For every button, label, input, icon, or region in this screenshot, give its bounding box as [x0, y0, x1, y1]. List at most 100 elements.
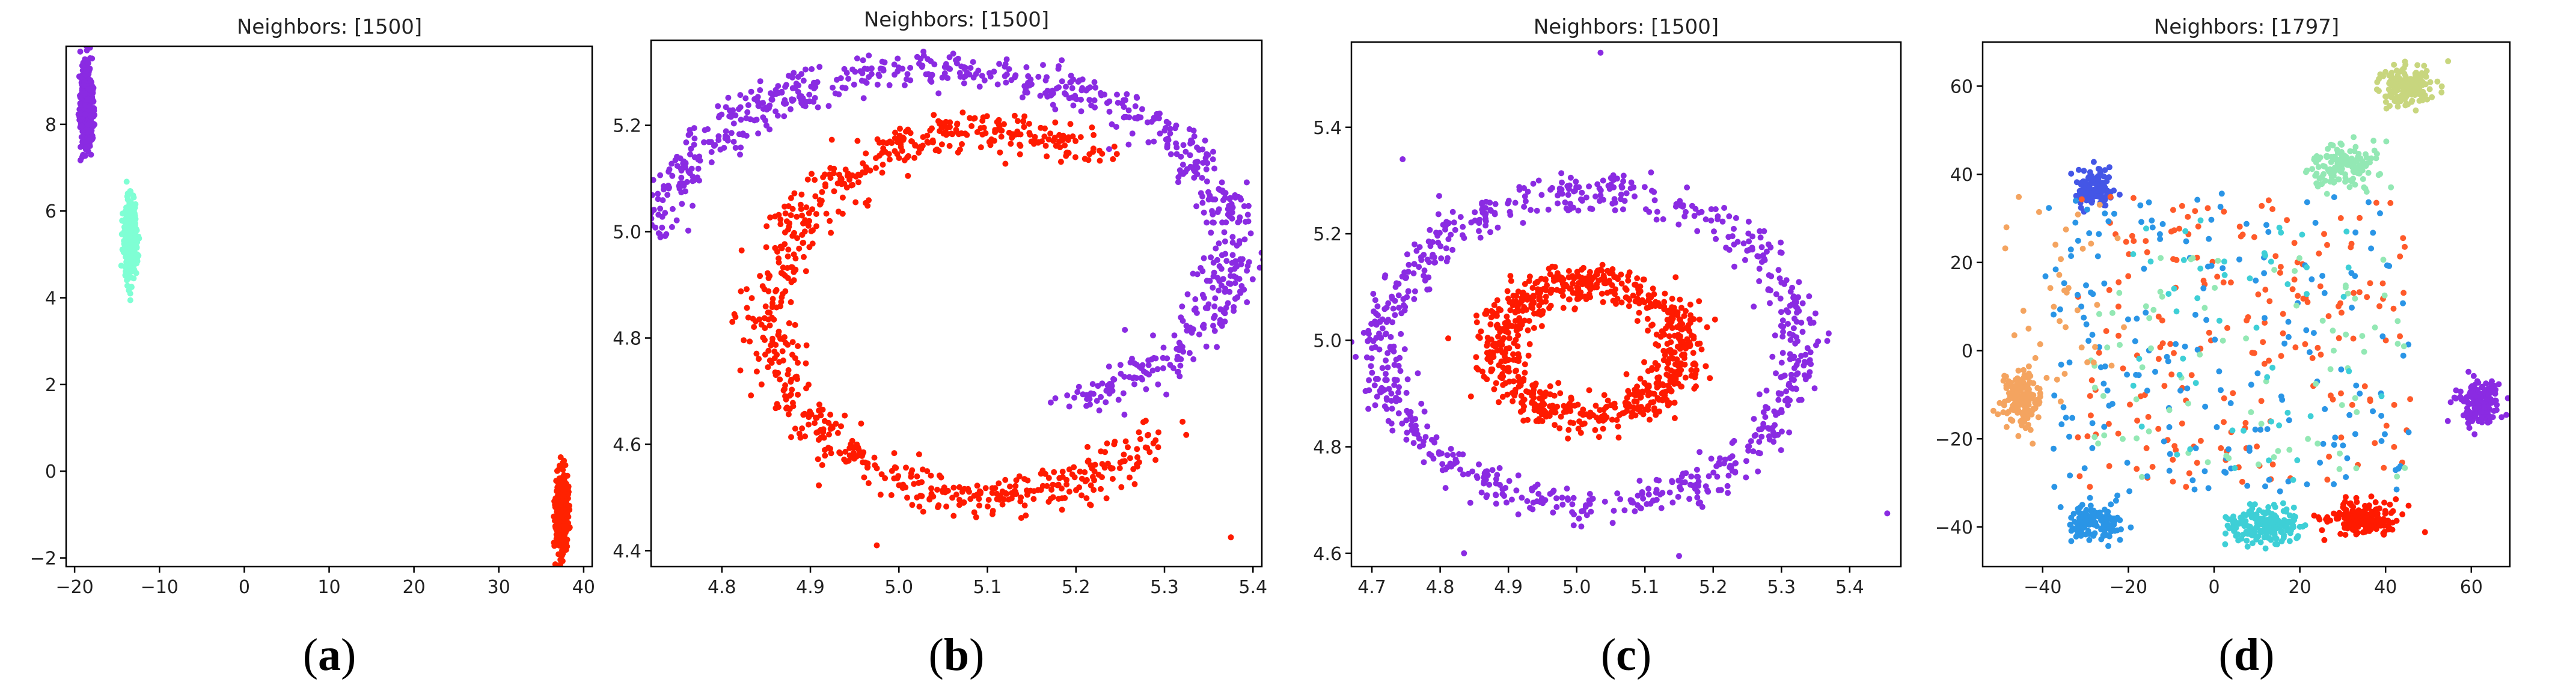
- data-point: [1050, 494, 1056, 501]
- data-point: [1430, 239, 1436, 245]
- data-point: [860, 95, 867, 102]
- data-point: [1535, 418, 1542, 425]
- data-point: [1614, 417, 1620, 423]
- data-point: [1674, 356, 1680, 363]
- data-point: [1796, 279, 1802, 285]
- data-point: [1531, 324, 1537, 331]
- data-point: [1642, 206, 1649, 213]
- data-point: [1245, 202, 1252, 209]
- data-point: [124, 193, 130, 199]
- data-point: [1778, 447, 1784, 454]
- data-point: [959, 141, 965, 147]
- data-point: [800, 240, 807, 246]
- data-point: [1790, 294, 1797, 301]
- data-point: [1088, 482, 1094, 489]
- data-point: [904, 71, 911, 78]
- data-point: [1740, 240, 1747, 247]
- data-point: [1006, 66, 1012, 72]
- data-point: [965, 486, 971, 492]
- data-point: [740, 132, 747, 138]
- data-point: [903, 128, 909, 135]
- data-point: [1214, 344, 1220, 350]
- data-point: [782, 229, 788, 236]
- data-point: [2476, 398, 2482, 404]
- data-point: [1405, 269, 1412, 275]
- data-point: [1372, 376, 1379, 382]
- data-point: [1065, 134, 1072, 141]
- data-point: [765, 364, 771, 371]
- data-point: [1374, 394, 1380, 400]
- data-point: [1559, 501, 1566, 508]
- data-point: [1566, 274, 1572, 281]
- data-point: [1392, 312, 1398, 318]
- data-point: [1680, 470, 1686, 477]
- data-point: [1601, 412, 1608, 418]
- data-point: [1081, 156, 1088, 162]
- data-point: [798, 96, 804, 103]
- data-point: [766, 102, 773, 109]
- data-point: [1416, 264, 1422, 270]
- data-point: [808, 411, 815, 418]
- data-point: [750, 315, 756, 322]
- data-point: [779, 291, 786, 297]
- data-point: [1708, 455, 1715, 462]
- data-point: [1729, 453, 1736, 460]
- data-point: [2394, 103, 2401, 110]
- data-point: [1623, 371, 1630, 377]
- data-point: [1038, 124, 1044, 131]
- data-point: [1492, 344, 1499, 350]
- data-point: [1012, 482, 1019, 489]
- data-point: [126, 199, 133, 205]
- data-point: [1653, 496, 1660, 503]
- data-point: [1640, 495, 1647, 502]
- data-point: [1778, 323, 1784, 329]
- data-point: [813, 223, 819, 230]
- data-point: [1787, 330, 1793, 337]
- data-point: [1079, 76, 1086, 83]
- data-point: [1395, 410, 1402, 416]
- chart-d-title: Neighbors: [1797]: [2154, 15, 2339, 39]
- data-point: [1731, 225, 1737, 232]
- data-point: [2408, 91, 2414, 97]
- data-point: [1692, 371, 1699, 377]
- data-point: [863, 150, 869, 157]
- data-point: [1163, 391, 1170, 398]
- chart-c-caption: (c): [1601, 630, 1651, 680]
- data-point: [1510, 398, 1516, 404]
- data-point: [1639, 297, 1645, 303]
- data-point: [1200, 160, 1207, 166]
- data-point: [1047, 130, 1054, 137]
- data-point: [685, 227, 691, 234]
- data-point: [1746, 246, 1752, 253]
- data-point: [1656, 374, 1662, 380]
- data-point: [831, 188, 837, 195]
- data-point: [1067, 121, 1074, 127]
- data-point: [803, 342, 810, 349]
- data-point: [928, 79, 935, 85]
- data-point: [785, 246, 792, 253]
- data-point: [1122, 97, 1128, 103]
- data-point: [1113, 151, 1120, 157]
- data-point: [1693, 473, 1700, 480]
- data-point: [1506, 335, 1513, 341]
- y-tick-label: −2: [30, 549, 57, 570]
- data-point: [803, 268, 809, 275]
- data-point: [1445, 335, 1451, 342]
- data-point: [731, 311, 738, 317]
- data-point: [1592, 403, 1599, 409]
- data-point: [860, 57, 866, 64]
- data-point: [1668, 388, 1675, 394]
- data-point: [1404, 294, 1410, 300]
- data-point: [1522, 281, 1528, 287]
- data-point: [1393, 356, 1400, 363]
- data-point: [1580, 406, 1586, 413]
- data-point: [125, 218, 132, 225]
- data-point: [1106, 108, 1113, 115]
- data-point: [1099, 380, 1106, 387]
- data-point: [1104, 460, 1111, 467]
- data-point: [838, 423, 844, 430]
- data-point: [1096, 407, 1103, 414]
- data-point: [560, 466, 566, 473]
- data-point: [730, 138, 737, 145]
- data-point: [1229, 215, 1235, 222]
